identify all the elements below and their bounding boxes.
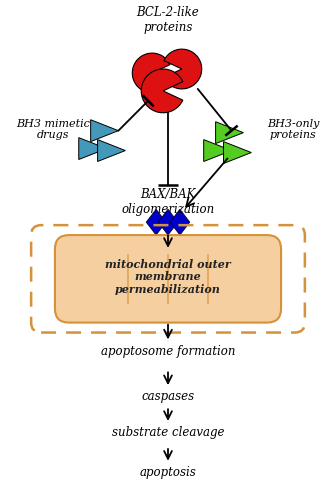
- FancyBboxPatch shape: [55, 235, 281, 322]
- Polygon shape: [97, 140, 125, 162]
- Polygon shape: [79, 138, 107, 160]
- Polygon shape: [170, 209, 190, 235]
- Text: apoptosis: apoptosis: [140, 466, 196, 479]
- Text: substrate cleavage: substrate cleavage: [112, 426, 224, 439]
- Polygon shape: [146, 209, 166, 235]
- Text: BAX/BAK
oligomerization: BAX/BAK oligomerization: [121, 188, 215, 216]
- Text: mitochondrial outer
membrane
permeabilization: mitochondrial outer membrane permeabiliz…: [105, 258, 231, 295]
- Text: BH3 mimetic
drugs: BH3 mimetic drugs: [16, 118, 90, 141]
- Wedge shape: [164, 49, 202, 89]
- Polygon shape: [158, 209, 178, 235]
- Text: caspases: caspases: [141, 390, 195, 403]
- Wedge shape: [132, 53, 170, 93]
- Polygon shape: [91, 120, 118, 142]
- Wedge shape: [141, 69, 183, 113]
- Text: BCL-2-like
proteins: BCL-2-like proteins: [137, 6, 199, 34]
- Polygon shape: [216, 122, 243, 144]
- Text: BH3-only
proteins: BH3-only proteins: [267, 118, 319, 141]
- Polygon shape: [204, 140, 232, 162]
- Polygon shape: [223, 142, 251, 164]
- Text: apoptosome formation: apoptosome formation: [101, 346, 235, 358]
